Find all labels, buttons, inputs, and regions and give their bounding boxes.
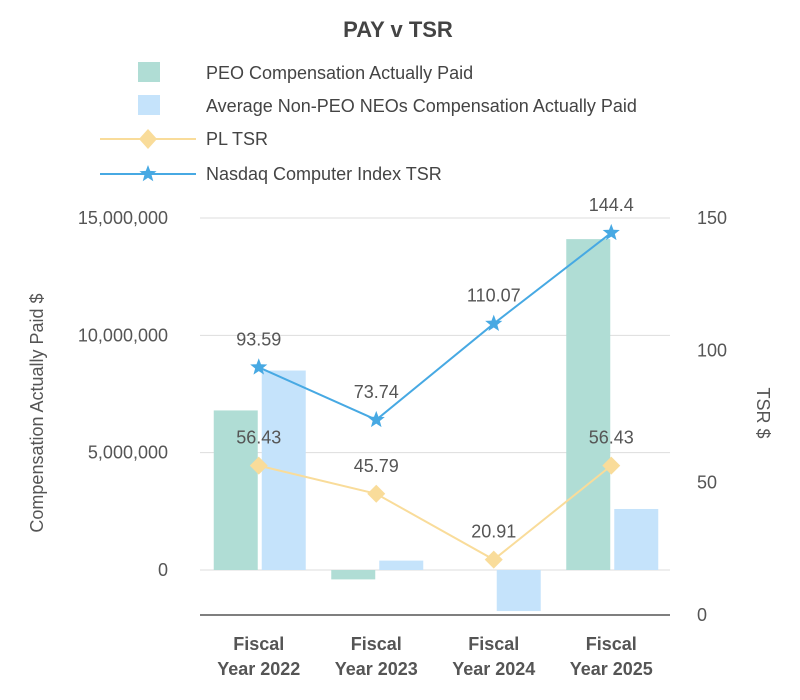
legend-label-nasdaq-tsr: Nasdaq Computer Index TSR xyxy=(206,164,442,184)
left-tick-label: 15,000,000 xyxy=(78,208,168,228)
peo-bar-2 xyxy=(331,570,376,580)
nasdaq-tsr-line xyxy=(258,232,612,421)
data-labels: 56.43 45.79 20.91 56.43 93.59 73.74 110.07 144.… xyxy=(236,195,634,542)
pl-tsr-line xyxy=(258,464,612,561)
left-axis-ticks: 0 5,000,000 10,000,000 15,000,000 xyxy=(78,208,168,580)
tsr-lines xyxy=(258,232,612,561)
peo-bar-1 xyxy=(213,410,258,570)
right-axis-title: TSR $ xyxy=(753,387,773,438)
right-tick-label: 50 xyxy=(697,473,717,493)
pl-tsr-label: 56.43 xyxy=(236,428,281,448)
right-tick-label: 0 xyxy=(697,605,707,625)
right-tick-label: 100 xyxy=(697,340,727,360)
left-tick-label: 5,000,000 xyxy=(88,443,168,463)
neo-bar-3 xyxy=(496,570,541,612)
left-tick-label: 10,000,000 xyxy=(78,325,168,345)
tsr-markers xyxy=(249,223,621,569)
pl-tsr-label: 20.91 xyxy=(471,522,516,542)
pl-tsr-marker xyxy=(602,456,621,475)
legend: PEO Compensation Actually Paid Average N… xyxy=(100,62,637,184)
nasdaq-tsr-label: 73.74 xyxy=(354,382,399,402)
legend-star-icon xyxy=(139,165,157,182)
nasdaq-tsr-label: 144.4 xyxy=(589,195,634,215)
nasdaq-tsr-label: 93.59 xyxy=(236,329,281,349)
nasdaq-tsr-marker xyxy=(250,358,268,375)
pl-tsr-marker xyxy=(484,550,503,569)
category-labels: Fiscal Year 2022 Fiscal Year 2023 Fiscal Year… xyxy=(217,634,653,679)
chart-title: PAY v TSR xyxy=(343,17,453,42)
pl-tsr-marker xyxy=(249,456,268,475)
pl-tsr-label: 45.79 xyxy=(354,456,399,476)
legend-diamond-icon xyxy=(139,129,157,149)
legend-swatch-neo xyxy=(138,95,160,115)
right-tick-label: 150 xyxy=(697,208,727,228)
neo-bar-2 xyxy=(379,560,424,570)
pl-tsr-marker xyxy=(367,484,386,503)
nasdaq-tsr-marker xyxy=(367,410,385,428)
category-label: Fiscal Year 2022 xyxy=(217,634,300,679)
legend-label-peo: PEO Compensation Actually Paid xyxy=(206,63,473,83)
nasdaq-tsr-label: 110.07 xyxy=(467,286,521,306)
pl-tsr-label: 56.43 xyxy=(589,428,634,448)
category-label: Fiscal Year 2025 xyxy=(570,634,653,679)
legend-label-pl-tsr: PL TSR xyxy=(206,129,268,149)
nasdaq-tsr-marker xyxy=(602,223,620,241)
neo-bar-1 xyxy=(261,370,306,570)
bars xyxy=(213,239,659,612)
category-label: Fiscal Year 2023 xyxy=(335,634,418,679)
neo-bar-4 xyxy=(614,508,659,570)
left-tick-label: 0 xyxy=(158,560,168,580)
left-axis-title: Compensation Actually Paid $ xyxy=(27,293,47,532)
nasdaq-tsr-marker xyxy=(485,314,503,331)
peo-bar-4 xyxy=(566,239,611,570)
category-label: Fiscal Year 2024 xyxy=(452,634,535,679)
legend-swatch-peo xyxy=(138,62,160,82)
right-axis-ticks: 0 50 100 150 xyxy=(697,208,727,625)
legend-label-neo: Average Non-PEO NEOs Compensation Actual… xyxy=(206,96,637,116)
